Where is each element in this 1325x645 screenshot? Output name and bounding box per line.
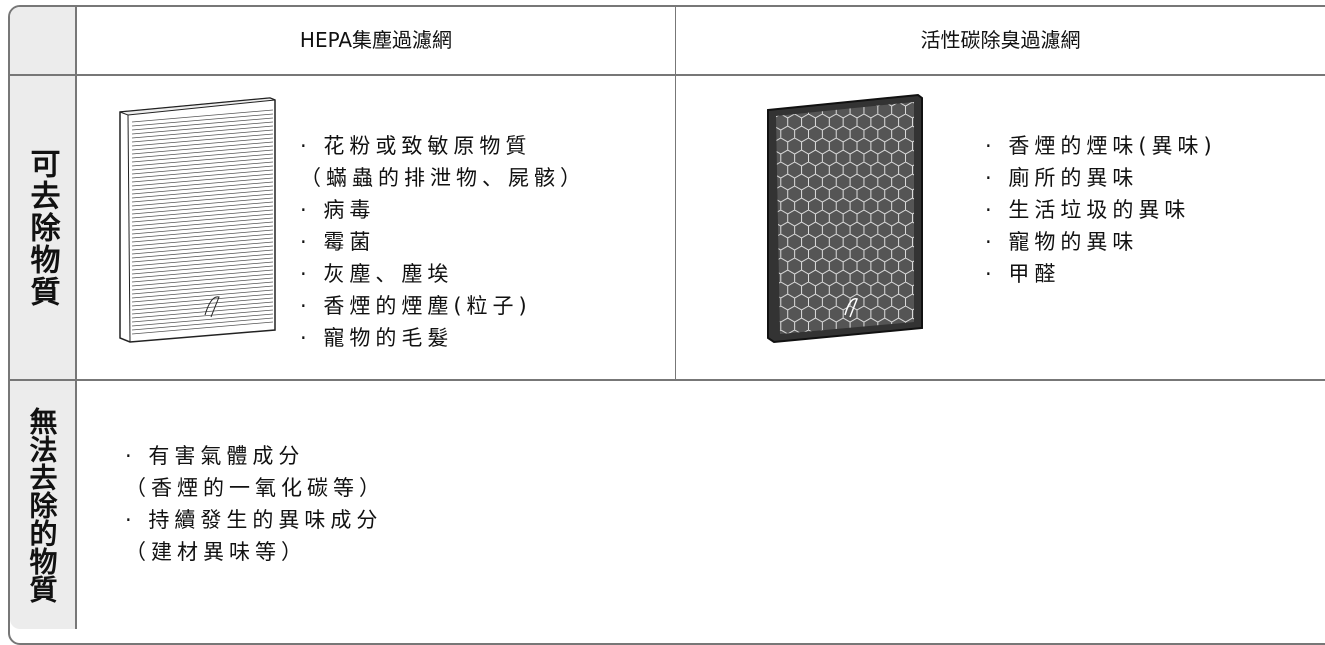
- item-list: · 有害氣體成分 （香煙的一氧化碳等） · 持續發生的異味成分 （建材異味等）: [125, 440, 385, 568]
- row-label: 無法去除的物質: [25, 407, 59, 603]
- list-item: · 寵物的異味: [985, 230, 1139, 254]
- row-label: 可去除物質: [24, 147, 60, 308]
- list-item: · 甲醛: [985, 262, 1061, 286]
- list-item: · 香煙的煙塵(粒子): [300, 294, 532, 318]
- column-header: 活性碳除臭過濾網: [920, 28, 1081, 52]
- divider: [8, 379, 1325, 381]
- divider: [8, 74, 1325, 76]
- list-item: · 廁所的異味: [985, 166, 1139, 190]
- item-list: · 香煙的煙味(異味) · 廁所的異味 · 生活垃圾的異味 · 寵物的異味 · 甲醛: [985, 130, 1217, 290]
- item-list: · 花粉或致敏原物質 （蟎蟲的排泄物、屍骸） · 病毒 · 霉菌 · 灰塵、塵埃 · 香煙…: [300, 130, 586, 354]
- list-item: · 霉菌: [300, 230, 376, 254]
- hepa-filter-illustration: [119, 97, 276, 343]
- list-item: · 花粉或致敏原物質: [300, 134, 532, 158]
- column-header: HEPA集塵過濾網: [299, 28, 453, 52]
- list-item: · 病毒: [300, 198, 376, 222]
- divider: [675, 5, 676, 380]
- list-item: · 香煙的煙味(異味): [985, 134, 1217, 158]
- list-item: · 生活垃圾的異味: [985, 198, 1191, 222]
- divider: [75, 5, 77, 629]
- list-item: （建材異味等）: [125, 540, 307, 564]
- carbon-filter-illustration: [767, 93, 923, 344]
- list-item: （蟎蟲的排泄物、屍骸）: [300, 166, 586, 190]
- list-item: · 灰塵、塵埃: [300, 262, 454, 286]
- list-item: （香煙的一氧化碳等）: [125, 476, 385, 500]
- page: HEPA集塵過濾網 活性碳除臭過濾網 可去除物質 無法去除的物質 · 花粉或致敏…: [8, 5, 1325, 645]
- list-item: · 有害氣體成分: [125, 444, 305, 468]
- list-item: · 寵物的毛髮: [300, 326, 454, 350]
- list-item: · 持續發生的異味成分: [125, 508, 383, 532]
- label-column: [10, 7, 75, 629]
